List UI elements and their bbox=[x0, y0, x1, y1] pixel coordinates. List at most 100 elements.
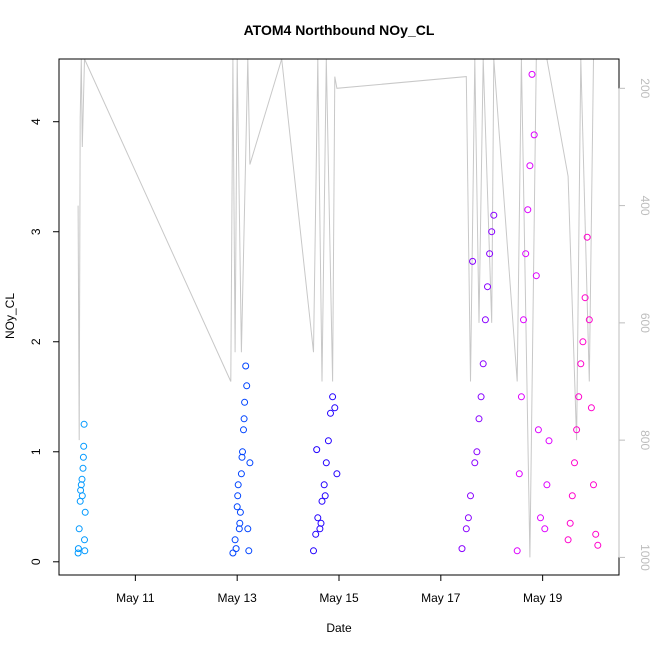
data-point bbox=[477, 393, 485, 401]
data-point bbox=[534, 426, 542, 434]
data-point bbox=[524, 206, 532, 214]
data-point bbox=[236, 508, 244, 516]
data-point bbox=[241, 398, 249, 406]
y-tick-label: 0 bbox=[29, 558, 43, 565]
data-point bbox=[244, 525, 252, 533]
y-axis-label: NOy_CL bbox=[3, 293, 17, 339]
data-point bbox=[545, 437, 553, 445]
data-point bbox=[321, 492, 329, 500]
data-point bbox=[77, 486, 85, 494]
data-point bbox=[314, 514, 322, 522]
data-point bbox=[246, 459, 254, 467]
data-point bbox=[80, 420, 88, 428]
data-point bbox=[528, 70, 536, 78]
data-point bbox=[594, 541, 602, 549]
data-point bbox=[462, 525, 470, 533]
data-point bbox=[240, 426, 247, 434]
data-point bbox=[231, 536, 239, 544]
x-tick-label: May 19 bbox=[523, 591, 563, 605]
data-point bbox=[488, 228, 496, 236]
data-point bbox=[467, 492, 474, 500]
data-point bbox=[526, 162, 534, 170]
data-point bbox=[575, 393, 583, 401]
data-point bbox=[234, 481, 242, 489]
x-tick-label: May 11 bbox=[116, 591, 155, 605]
right-tick-label: 200 bbox=[638, 78, 650, 98]
data-point bbox=[237, 470, 245, 478]
y-tick-label: 2 bbox=[29, 338, 43, 345]
data-point bbox=[320, 481, 328, 489]
data-point bbox=[490, 211, 498, 219]
data-point bbox=[543, 481, 551, 489]
data-point bbox=[80, 442, 88, 450]
data-point bbox=[464, 514, 472, 522]
y-tick-label: 4 bbox=[29, 118, 43, 125]
data-point bbox=[333, 470, 341, 478]
data-point bbox=[568, 492, 576, 500]
data-point bbox=[522, 250, 530, 258]
data-point bbox=[564, 536, 572, 544]
background-line-path bbox=[77, 58, 594, 558]
data-point bbox=[585, 316, 593, 324]
data-point bbox=[79, 464, 87, 472]
data-point bbox=[240, 415, 248, 423]
y-tick-label: 1 bbox=[29, 448, 43, 455]
data-point bbox=[245, 547, 253, 555]
data-point bbox=[471, 459, 479, 467]
data-point bbox=[566, 519, 574, 527]
data-point bbox=[513, 547, 521, 555]
background-line bbox=[77, 58, 594, 558]
data-point bbox=[475, 415, 483, 423]
data-point bbox=[81, 536, 88, 544]
data-point bbox=[243, 382, 251, 390]
right-tick-label: 1000 bbox=[638, 544, 650, 571]
data-point bbox=[571, 459, 578, 467]
data-point bbox=[232, 545, 240, 553]
data-point bbox=[517, 393, 525, 401]
data-point bbox=[532, 272, 540, 280]
data-point bbox=[469, 257, 477, 265]
data-point bbox=[541, 525, 549, 533]
data-point bbox=[310, 547, 317, 555]
chart-title: ATOM4 Northbound NOy_CL bbox=[244, 22, 435, 38]
data-point bbox=[573, 426, 581, 434]
data-point bbox=[81, 547, 89, 555]
data-point bbox=[484, 283, 491, 291]
data-point bbox=[520, 316, 527, 324]
data-point bbox=[590, 481, 597, 489]
right-tick-label: 400 bbox=[638, 196, 650, 216]
data-point bbox=[331, 404, 339, 412]
data-point bbox=[515, 470, 523, 478]
data-point bbox=[242, 362, 250, 370]
data-point bbox=[537, 514, 544, 522]
data-point bbox=[74, 549, 82, 557]
data-points bbox=[74, 70, 602, 557]
x-tick-label: May 17 bbox=[421, 591, 461, 605]
y-axis-right: 200 400 600 800 1000 bbox=[618, 78, 650, 571]
data-point bbox=[312, 530, 320, 538]
data-point bbox=[327, 409, 334, 417]
data-point bbox=[316, 525, 324, 533]
data-point bbox=[313, 446, 321, 454]
data-point bbox=[322, 459, 330, 467]
data-point bbox=[329, 393, 337, 401]
data-point bbox=[236, 519, 244, 527]
y-axis: 0 1 2 3 4 bbox=[29, 118, 60, 565]
data-point bbox=[324, 437, 332, 445]
data-point bbox=[318, 497, 326, 505]
data-point bbox=[481, 316, 489, 324]
data-point bbox=[233, 503, 241, 511]
data-point bbox=[317, 519, 325, 527]
data-point bbox=[234, 492, 242, 500]
data-point bbox=[579, 338, 587, 346]
x-tick-label: May 15 bbox=[319, 591, 359, 605]
data-point bbox=[583, 233, 591, 241]
y-tick-label: 3 bbox=[29, 228, 43, 235]
data-point bbox=[486, 250, 494, 258]
data-point bbox=[581, 294, 589, 302]
right-tick-label: 800 bbox=[638, 430, 650, 450]
data-point bbox=[79, 453, 87, 461]
data-point bbox=[74, 545, 82, 553]
right-tick-label: 600 bbox=[638, 313, 650, 333]
